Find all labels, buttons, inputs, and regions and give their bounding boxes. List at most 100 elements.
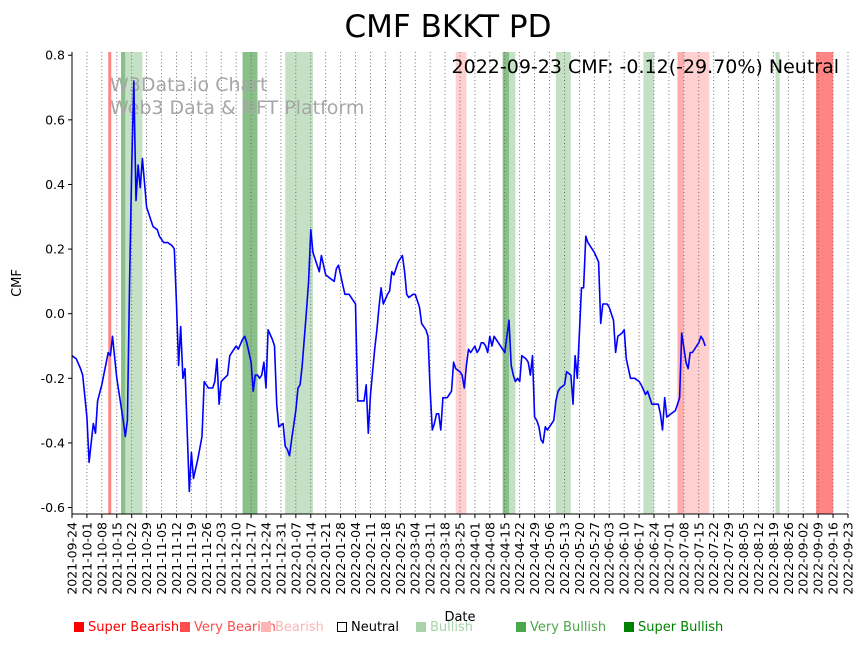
x-axis-label: Date: [444, 610, 475, 625]
x-tick-label-33: 2022-05-13: [557, 522, 572, 595]
legend-item-bullish: Bullish: [416, 620, 473, 635]
x-tick-label-25: 2022-03-18: [438, 522, 453, 595]
band-0: [108, 52, 112, 514]
x-tick-label-37: 2022-06-10: [617, 522, 632, 595]
x-tick-label-32: 2022-05-06: [542, 522, 557, 595]
band-16: [816, 52, 834, 514]
x-tick-label-7: 2021-11-12: [169, 522, 184, 595]
x-tick-label-42: 2022-07-15: [691, 522, 706, 595]
legend-swatch-icon: [180, 622, 190, 632]
y-tick-label-1: -0.4: [41, 435, 65, 450]
x-tick-label-13: 2021-12-24: [259, 522, 274, 595]
x-tick-label-15: 2022-01-07: [288, 522, 303, 595]
legend-item-very-bearish: Very Bearish: [180, 620, 276, 635]
band-5: [291, 52, 313, 514]
y-tick-label-3: 0.0: [45, 306, 65, 321]
x-tick-label-21: 2022-02-18: [378, 522, 393, 595]
x-tick-label-5: 2021-10-29: [139, 522, 154, 595]
band-10: [564, 52, 571, 514]
x-tick-label-18: 2022-01-28: [333, 522, 348, 595]
x-tick-label-28: 2022-04-08: [482, 522, 497, 595]
x-tick-label-4: 2021-10-22: [124, 522, 139, 595]
y-tick-label-7: 0.8: [45, 48, 65, 63]
x-tick-label-35: 2022-05-27: [587, 522, 602, 595]
watermark-line-1: W3Data.io Chart: [110, 74, 267, 96]
legend-swatch-icon: [261, 622, 271, 632]
signal-bands: [108, 52, 834, 514]
legend-label: Bullish: [430, 620, 474, 635]
legend-label: Neutral: [351, 620, 399, 635]
band-8: [509, 52, 516, 514]
x-tick-label-45: 2022-08-05: [736, 522, 751, 595]
watermark-line-2: Web3 Data & NFT Platform: [110, 97, 364, 119]
x-tick-label-40: 2022-07-01: [661, 522, 676, 595]
y-tick-label-6: 0.6: [45, 112, 65, 127]
vertical-grid: [71, 52, 849, 514]
band-6: [455, 52, 467, 514]
legend-item-neutral: Neutral: [337, 620, 399, 635]
x-tick-label-1: 2021-10-01: [79, 522, 94, 595]
chart-title: CMF BKKT PD: [345, 9, 552, 45]
x-tick-label-38: 2022-06-17: [632, 522, 647, 595]
x-tick-label-49: 2022-09-02: [796, 522, 811, 595]
x-tick-label-41: 2022-07-08: [676, 522, 691, 595]
x-ticks: 2021-09-24 2021-10-01 2021-10-08 2021-10-15…: [65, 514, 856, 595]
x-tick-label-0: 2021-09-24: [65, 522, 80, 595]
x-tick-label-24: 2022-03-11: [423, 522, 438, 595]
legend-label: Bearish: [275, 620, 324, 635]
x-tick-label-17: 2022-01-21: [318, 522, 333, 595]
cmf-series-line: [71, 80, 706, 493]
x-tick-label-22: 2022-02-25: [393, 522, 408, 595]
y-ticks: -0.6 -0.4 -0.2 0.0 0.2 0.4 0.6 0.8: [41, 48, 72, 515]
band-7: [502, 52, 510, 514]
x-tick-label-23: 2022-03-04: [408, 522, 423, 595]
x-tick-label-14: 2021-12-31: [273, 522, 288, 595]
y-tick-label-2: -0.2: [41, 371, 65, 386]
legend-label: Super Bearish: [88, 620, 180, 635]
x-tick-label-39: 2022-06-24: [647, 522, 662, 595]
legend: Super Bearish Very Bearish Bearish Neutral B…: [0, 620, 864, 640]
x-tick-label-20: 2022-02-11: [363, 522, 378, 595]
latest-value-annotation: 2022-09-23 CMF: -0.12(-29.70%) Neutral: [452, 56, 839, 78]
band-3: [242, 52, 258, 514]
x-tick-label-46: 2022-08-12: [751, 522, 766, 595]
x-tick-label-36: 2022-06-03: [602, 522, 617, 595]
x-tick-label-8: 2021-11-19: [184, 522, 199, 595]
band-1: [121, 52, 126, 514]
legend-item-super-bullish: Super Bullish: [624, 620, 723, 635]
x-tick-label-48: 2022-08-26: [781, 522, 796, 595]
y-tick-label-0: -0.6: [41, 500, 65, 515]
x-tick-label-9: 2021-11-26: [199, 522, 214, 595]
band-14: [705, 52, 710, 514]
x-tick-label-3: 2021-10-15: [109, 522, 124, 595]
x-tick-label-16: 2022-01-14: [303, 522, 318, 595]
legend-swatch-icon: [337, 622, 347, 632]
legend-item-bearish: Bearish: [261, 620, 324, 635]
band-15: [775, 52, 780, 514]
legend-label: Very Bullish: [530, 620, 607, 635]
watermark: W3Data.io Chart Web3 Data & NFT Platform: [110, 74, 364, 119]
band-9: [555, 52, 565, 514]
x-tick-label-2: 2021-10-08: [94, 522, 109, 595]
legend-swatch-icon: [74, 622, 84, 632]
x-tick-label-44: 2022-07-29: [721, 522, 736, 595]
y-axis-label: CMF: [10, 269, 25, 297]
y-tick-label-5: 0.4: [45, 177, 65, 192]
legend-label: Super Bullish: [638, 620, 724, 635]
x-tick-label-19: 2022-02-04: [348, 522, 363, 595]
legend-swatch-icon: [516, 622, 526, 632]
y-tick-label-4: 0.2: [45, 242, 65, 257]
x-tick-label-26: 2022-03-25: [453, 522, 468, 595]
band-12: [677, 52, 684, 514]
legend-swatch-icon: [416, 622, 426, 632]
band-4: [285, 52, 292, 514]
x-tick-label-47: 2022-08-19: [766, 522, 781, 595]
x-tick-label-31: 2022-04-29: [527, 522, 542, 595]
legend-item-super-bearish: Super Bearish: [74, 620, 179, 635]
x-tick-label-12: 2021-12-17: [244, 522, 259, 595]
x-tick-label-30: 2022-04-22: [512, 522, 527, 595]
x-tick-label-6: 2021-11-05: [154, 522, 169, 595]
x-tick-label-27: 2022-04-01: [467, 522, 482, 595]
x-tick-label-11: 2021-12-10: [229, 522, 244, 595]
